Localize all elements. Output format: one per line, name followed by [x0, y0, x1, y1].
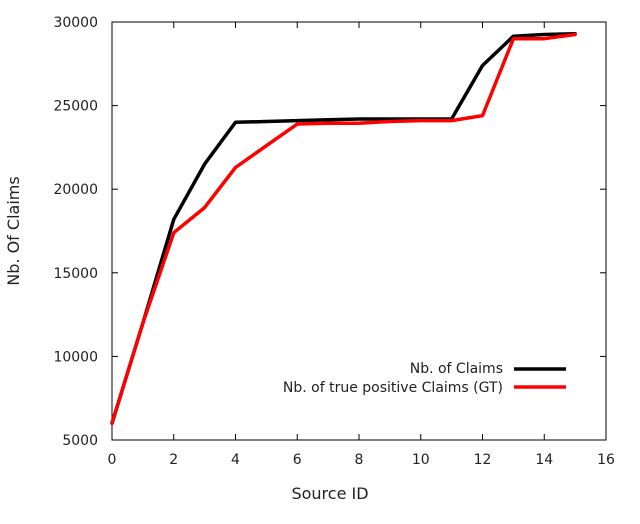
x-tick-label: 2 [169, 452, 178, 468]
x-tick-label: 0 [108, 452, 117, 468]
axis-ticks [111, 21, 607, 441]
x-tick-label: 4 [231, 452, 240, 468]
plot-frame [111, 21, 607, 441]
y-tick-label: 20000 [53, 182, 98, 198]
x-tick-label: 16 [597, 452, 615, 468]
y-tick-label: 15000 [53, 266, 98, 282]
x-tick-label: 12 [474, 452, 492, 468]
x-tick-label: 14 [535, 452, 553, 468]
series-lines [110, 31, 577, 426]
y-axis-label: Nb. Of Claims [4, 176, 23, 285]
y-tick-label: 30000 [53, 15, 98, 31]
legend-label-claims: Nb. of Claims [410, 361, 503, 377]
axis-tick-labels: 0 2 4 6 8 10 12 14 16 5000 10000 15000 20000 25000 300… [53, 15, 615, 468]
series-line-1 [110, 32, 577, 426]
legend-label-true-positive: Nb. of true positive Claims (GT) [283, 380, 503, 396]
legend: Nb. of Claims Nb. of true positive Claim… [283, 361, 566, 396]
series-line-0 [110, 31, 577, 426]
x-tick-label: 10 [412, 452, 430, 468]
y-tick-label: 10000 [53, 349, 98, 365]
y-tick-label: 25000 [53, 99, 98, 115]
x-tick-label: 6 [293, 452, 302, 468]
x-tick-label: 8 [355, 452, 364, 468]
y-tick-label: 5000 [62, 433, 98, 449]
x-axis-label: Source ID [291, 484, 368, 503]
